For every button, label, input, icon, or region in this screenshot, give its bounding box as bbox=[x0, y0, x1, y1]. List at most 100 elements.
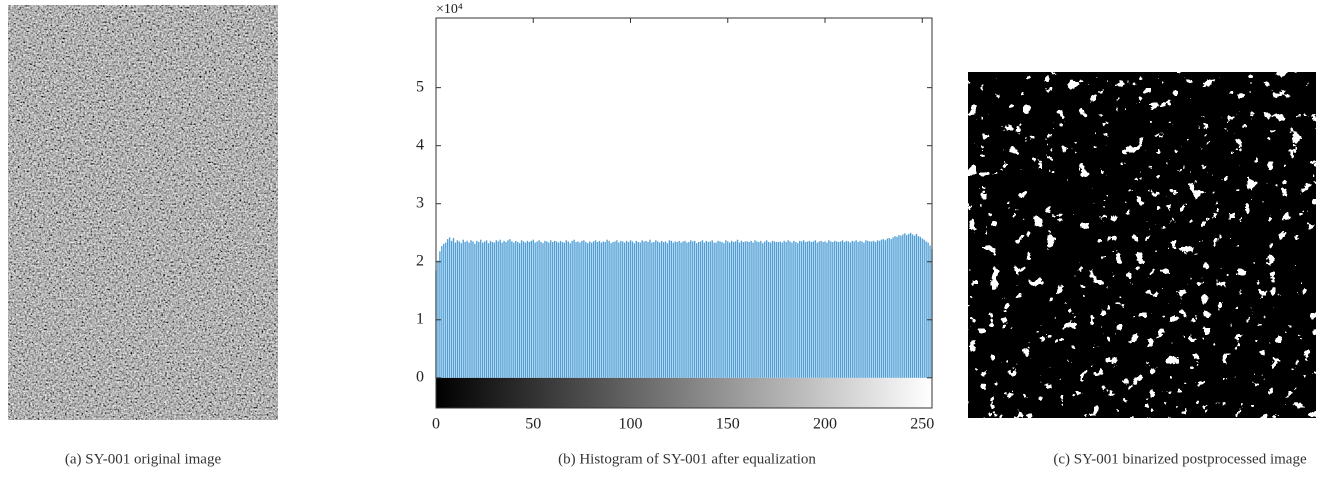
caption: (b) Histogram of SY-001 after equalizati… bbox=[558, 451, 816, 467]
bar bbox=[464, 242, 466, 378]
bar bbox=[773, 241, 776, 378]
caption: (a) SY-001 original image bbox=[65, 451, 222, 467]
bar bbox=[703, 242, 706, 378]
bar bbox=[853, 241, 855, 378]
bar bbox=[802, 240, 805, 378]
bar bbox=[610, 243, 612, 378]
bar bbox=[575, 242, 577, 378]
bar bbox=[454, 242, 457, 378]
bar bbox=[847, 241, 850, 378]
y-multiplier: ×10⁴ bbox=[436, 2, 463, 17]
bar bbox=[909, 232, 912, 378]
bar bbox=[631, 241, 634, 378]
bar bbox=[507, 240, 509, 378]
bar bbox=[489, 240, 492, 378]
bar bbox=[528, 242, 531, 378]
bar bbox=[797, 243, 799, 378]
bar bbox=[583, 240, 585, 378]
bar bbox=[880, 239, 883, 378]
bar bbox=[711, 240, 713, 378]
y-tick-label: 0 bbox=[416, 368, 424, 385]
bar bbox=[641, 240, 643, 378]
bar bbox=[834, 240, 836, 378]
bar bbox=[830, 241, 832, 378]
bar bbox=[695, 243, 698, 378]
bar bbox=[441, 246, 443, 378]
bar bbox=[588, 241, 591, 378]
bar bbox=[767, 242, 770, 378]
bar bbox=[623, 242, 626, 378]
bar bbox=[460, 243, 462, 378]
bar bbox=[587, 243, 589, 378]
bar bbox=[832, 242, 834, 378]
bar bbox=[668, 240, 671, 378]
bar bbox=[550, 240, 552, 378]
bar bbox=[509, 239, 511, 378]
bar bbox=[530, 240, 532, 378]
bar bbox=[633, 243, 636, 378]
x-tick-label: 100 bbox=[619, 416, 643, 433]
bar bbox=[863, 242, 865, 378]
bar bbox=[491, 242, 494, 378]
bar bbox=[600, 242, 603, 378]
bar bbox=[563, 242, 566, 378]
bar bbox=[871, 241, 873, 378]
bar bbox=[476, 240, 478, 378]
bar bbox=[824, 241, 826, 378]
bar bbox=[518, 243, 521, 378]
bar bbox=[439, 251, 441, 378]
bar bbox=[538, 240, 540, 378]
bar bbox=[524, 242, 527, 378]
bar bbox=[674, 241, 676, 378]
bar bbox=[542, 243, 544, 378]
bar bbox=[472, 241, 474, 378]
bar bbox=[752, 242, 754, 378]
bar bbox=[789, 241, 791, 378]
bar bbox=[697, 242, 700, 378]
bar bbox=[730, 240, 733, 378]
bar bbox=[777, 242, 780, 378]
bar bbox=[762, 243, 764, 378]
bar bbox=[927, 242, 929, 378]
bar bbox=[567, 241, 569, 378]
bar bbox=[748, 242, 750, 378]
bar bbox=[672, 242, 674, 378]
x-tick-label: 50 bbox=[525, 416, 541, 433]
bar bbox=[688, 242, 690, 378]
bar bbox=[904, 233, 906, 378]
bar bbox=[705, 240, 708, 378]
y-tick-label: 3 bbox=[416, 194, 424, 211]
bar bbox=[836, 241, 838, 378]
bar bbox=[602, 241, 604, 378]
bar bbox=[727, 241, 729, 378]
bar bbox=[468, 242, 470, 378]
bar bbox=[725, 240, 727, 378]
bar bbox=[872, 240, 875, 378]
bar bbox=[487, 243, 490, 378]
bar bbox=[458, 241, 461, 378]
bar bbox=[857, 242, 859, 378]
bar bbox=[653, 242, 655, 378]
bar bbox=[808, 240, 811, 378]
bar bbox=[526, 240, 529, 378]
bar bbox=[590, 242, 593, 378]
bar bbox=[622, 241, 624, 378]
bar bbox=[448, 237, 451, 378]
bar bbox=[522, 241, 525, 378]
bar bbox=[810, 242, 813, 378]
bar bbox=[869, 241, 871, 378]
bar bbox=[686, 242, 688, 378]
bar bbox=[760, 240, 762, 378]
bar bbox=[913, 235, 916, 378]
bar bbox=[664, 241, 667, 378]
bar bbox=[581, 240, 583, 378]
bar bbox=[826, 242, 828, 378]
bar bbox=[814, 240, 816, 378]
bar bbox=[660, 240, 663, 378]
bar bbox=[806, 241, 809, 378]
bar bbox=[546, 241, 548, 378]
bar bbox=[701, 240, 704, 378]
bar bbox=[915, 233, 918, 378]
